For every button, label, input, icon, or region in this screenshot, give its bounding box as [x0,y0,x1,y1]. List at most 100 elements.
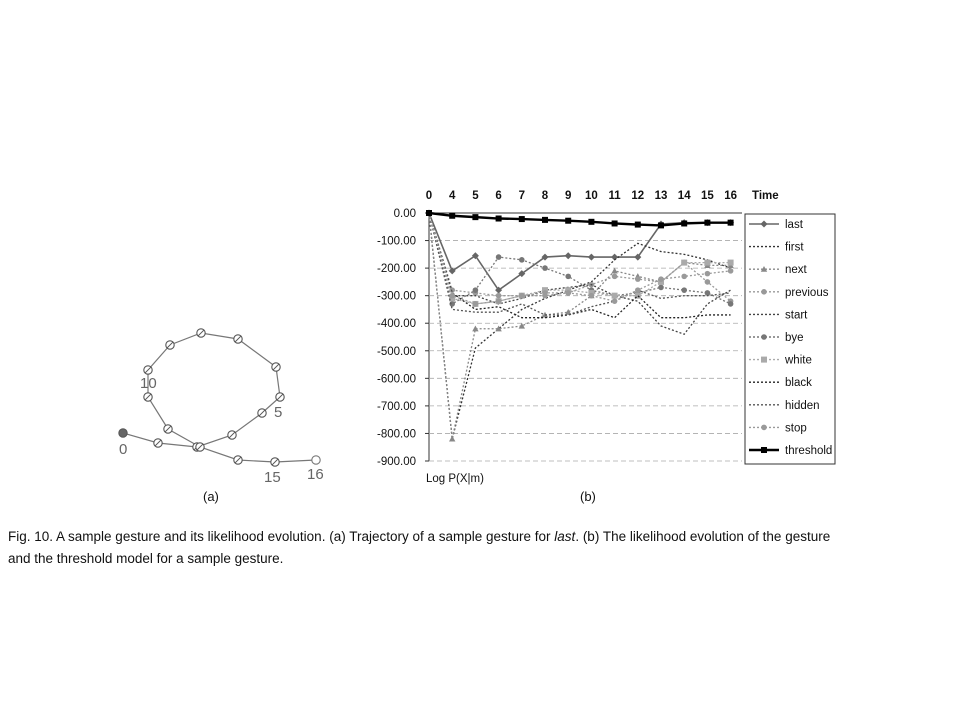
trajectory-point-end [311,455,321,465]
data-point-bye [658,284,664,291]
data-point-stop [519,292,525,299]
legend-marker-next [760,266,768,272]
data-point-bye [495,254,502,260]
trajectory-point-slash [144,366,152,374]
legend-label-threshold: threshold [785,445,832,457]
trajectory-point-slash [258,409,266,417]
series-line-first [428,212,731,440]
y-tick-label: -200.00 [377,263,416,275]
data-point-previous [611,273,618,280]
x-tick-label: 11 [609,190,622,202]
y-tick-label: -700.00 [377,401,416,413]
data-point-next [565,309,572,315]
legend-label-first: first [785,242,804,254]
data-point-last [448,267,456,275]
data-point-next [611,267,618,274]
data-point-last [495,286,503,294]
trajectory-point-slash [228,431,236,439]
data-point-bye [565,273,571,280]
panel-b-label: (b) [580,489,596,504]
trajectory-point-start [118,428,128,438]
panel-a-label: (a) [203,489,219,504]
trajectory-point-slash [276,393,284,401]
data-point-threshold [588,218,595,225]
data-point-threshold [542,216,548,223]
legend-label-hidden: hidden [785,400,820,412]
legend: last first next previous start bye white black h… [744,213,836,465]
y-tick-label: -900.00 [377,456,416,468]
data-point-last [611,253,619,261]
x-tick-label: 12 [631,190,644,202]
point-label-0: 0 [119,441,127,458]
trajectory-point-slash [154,439,162,447]
likelihood-chart: 0.00 -100.00 -200.00 -300.00 -400.00 -500.00 -… [377,190,836,468]
data-point-white [681,259,688,266]
y-tick-label: -600.00 [377,373,416,385]
data-point-stop [635,287,641,293]
x-tick-label: 8 [542,190,549,202]
data-point-stop [611,298,618,304]
data-point-bye [542,265,548,271]
point-label-16: 16 [307,466,324,483]
x-tick-label: 7 [519,190,525,202]
data-point-last [564,252,572,260]
data-point-previous [635,276,641,282]
data-point-threshold [449,212,456,219]
data-point-bye [519,257,525,263]
x-tick-label: 9 [565,190,571,202]
legend-label-previous: previous [785,287,829,299]
data-point-white [611,292,618,299]
data-point-threshold [611,220,618,227]
caption-line-2: and the threshold model for a sample ges… [8,551,284,566]
series-line-threshold [428,211,731,227]
series-line-previous [428,212,732,302]
trajectory-point-slash [272,363,280,371]
series-line-next [428,212,731,440]
x-tick-label: 15 [701,190,714,202]
series-stop [426,210,734,307]
data-point-last [518,270,526,278]
data-point-bye [472,287,479,293]
data-point-next [472,325,479,332]
legend-box [744,213,836,465]
point-label-10: 10 [140,375,157,392]
data-point-stop [542,290,548,296]
data-point-last [471,252,479,260]
x-tick-label: 4 [449,190,456,202]
legend-marker-threshold [761,447,767,453]
data-point-white [727,259,734,266]
legend-label-next: next [785,264,808,276]
data-point-stop [565,290,571,296]
data-point-stop [704,270,711,277]
data-point-bye [704,290,711,296]
x-tick-label: 5 [472,190,479,202]
series-next [425,209,734,442]
trajectory-point-slash [144,393,152,401]
trajectory-point-slash [234,335,242,343]
data-point-stop [658,276,664,282]
series-line-white [428,212,731,305]
y-tick-label: -300.00 [377,291,416,303]
data-point-threshold [565,217,572,224]
data-point-white [704,259,711,266]
point-label-15: 15 [264,469,281,486]
data-point-threshold [681,220,688,227]
y-tick-label: -100.00 [377,236,416,248]
x-tick-label: 10 [585,190,598,202]
data-point-threshold [495,215,502,222]
trajectory-point-slash [197,329,205,337]
x-tick-label: 0 [426,190,432,202]
y-tick-label: -800.00 [377,428,416,440]
trajectory-point-slash [234,456,242,464]
data-point-stop [681,273,687,280]
legend-marker-last [760,220,768,228]
data-point-threshold [518,216,525,223]
data-point-threshold [658,222,664,229]
data-point-stop [495,298,502,304]
trajectory-point-slash [166,341,174,349]
data-point-bye [727,301,734,307]
legend-label-black: black [785,377,812,389]
series-threshold [426,210,734,229]
data-point-previous [495,292,502,299]
